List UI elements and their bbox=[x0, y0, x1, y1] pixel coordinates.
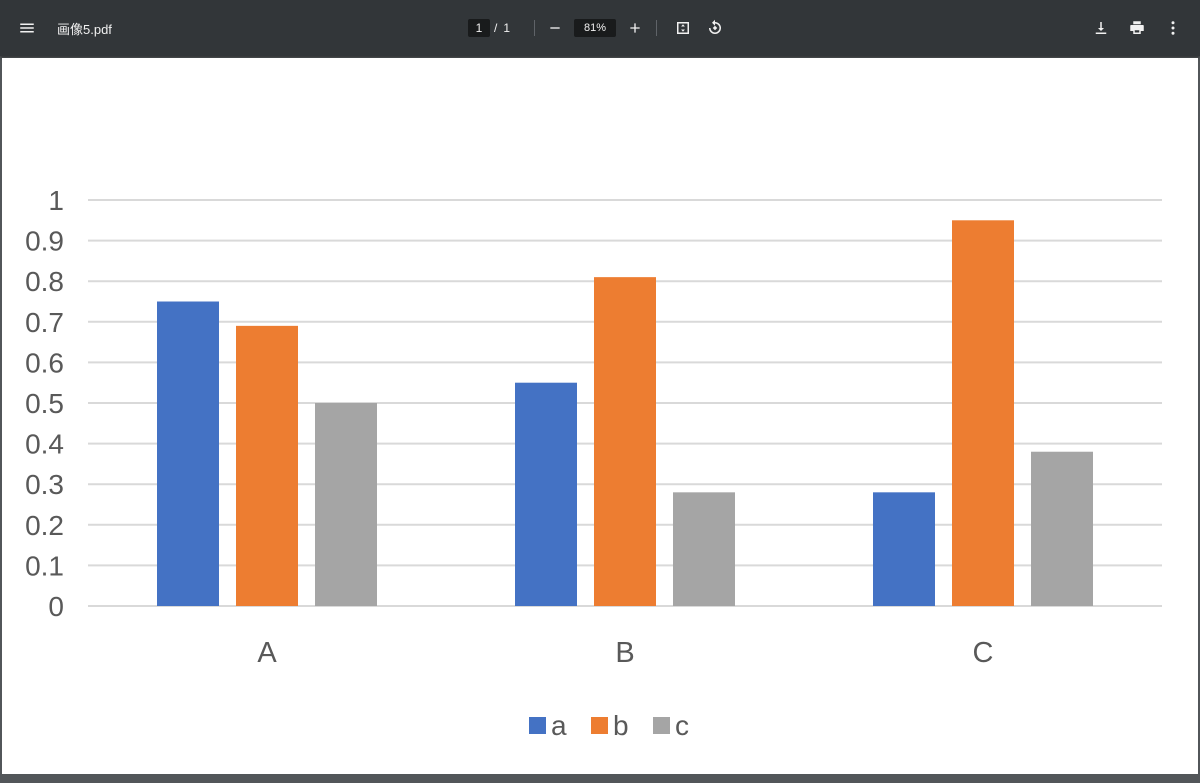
toolbar-divider bbox=[534, 20, 535, 36]
y-tick-label: 0.2 bbox=[25, 510, 64, 541]
y-tick-label: 0.5 bbox=[25, 388, 64, 419]
menu-icon[interactable] bbox=[11, 12, 43, 44]
legend-swatch bbox=[591, 717, 608, 734]
bar-chart: 0 0.1 0.2 0.3 0.4 0.5 0.6 0.7 0.8 0.9 1 A B Ca b c bbox=[25, 185, 1162, 741]
page-number-input[interactable]: 1 bbox=[468, 19, 490, 37]
x-tick-label: C bbox=[973, 637, 994, 669]
more-actions-button[interactable] bbox=[1157, 12, 1189, 44]
y-tick-label: 0.4 bbox=[25, 429, 64, 460]
bar bbox=[157, 301, 219, 606]
page-total: 1 bbox=[503, 21, 511, 35]
bar bbox=[1031, 451, 1093, 606]
y-tick-label: 0 bbox=[48, 591, 64, 622]
download-icon bbox=[1095, 22, 1107, 34]
bar bbox=[594, 277, 656, 606]
zoom-out-button[interactable] bbox=[539, 12, 571, 44]
y-tick-label: 0.9 bbox=[25, 226, 64, 257]
zoom-in-button[interactable] bbox=[619, 12, 651, 44]
x-tick-label: A bbox=[257, 637, 277, 669]
fit-to-page-button[interactable] bbox=[667, 12, 699, 44]
rotate-icon bbox=[709, 19, 721, 34]
print-button[interactable] bbox=[1121, 12, 1153, 44]
bar bbox=[315, 403, 377, 606]
zoom-input[interactable]: 81% bbox=[574, 19, 616, 37]
minus-icon bbox=[550, 27, 560, 29]
download-button[interactable] bbox=[1085, 12, 1117, 44]
page-count: / 1 bbox=[490, 19, 510, 37]
y-tick-label: 1 bbox=[48, 185, 64, 216]
y-tick-label: 0.7 bbox=[25, 307, 64, 338]
x-tick-label: B bbox=[615, 637, 634, 669]
pdf-toolbar: 画像5.pdf 1 / 1 81% bbox=[0, 0, 1200, 56]
bar bbox=[673, 492, 735, 606]
bar bbox=[873, 492, 935, 606]
legend-label: b bbox=[613, 710, 629, 741]
print-icon bbox=[1130, 21, 1144, 34]
more-vert-icon bbox=[1171, 21, 1175, 35]
y-tick-label: 0.3 bbox=[25, 469, 64, 500]
legend-swatch bbox=[653, 717, 670, 734]
fit-to-page-icon bbox=[677, 22, 689, 34]
bar bbox=[952, 220, 1014, 607]
y-tick-label: 0.1 bbox=[25, 550, 64, 581]
legend-label: a bbox=[551, 710, 567, 741]
page-separator: / bbox=[494, 21, 498, 35]
legend-swatch bbox=[529, 717, 546, 734]
legend-label: c bbox=[675, 710, 689, 741]
bar bbox=[236, 325, 298, 606]
toolbar-divider bbox=[656, 20, 657, 36]
y-tick-label: 0.6 bbox=[25, 347, 64, 378]
y-tick-label: 0.8 bbox=[25, 266, 64, 297]
rotate-button[interactable] bbox=[699, 12, 731, 44]
bar bbox=[515, 382, 577, 606]
file-title: 画像5.pdf bbox=[57, 21, 112, 37]
plus-icon bbox=[630, 23, 640, 33]
